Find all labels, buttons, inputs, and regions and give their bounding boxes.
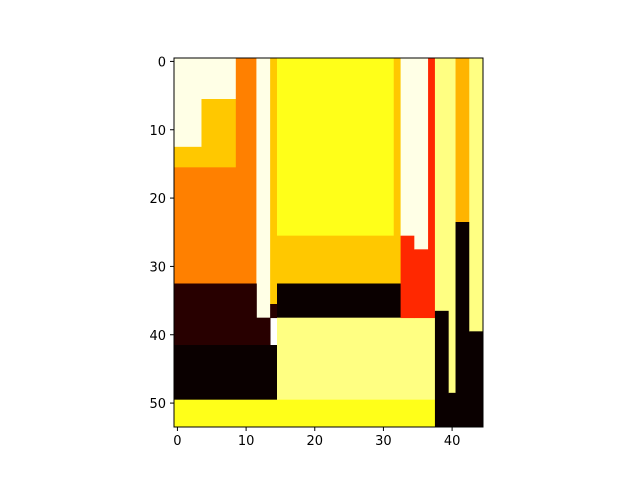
heatmap-region-1 <box>201 58 237 100</box>
heatmap-region-12 <box>174 283 257 346</box>
heatmap-region-6 <box>256 58 271 319</box>
heatmap-region-16 <box>277 317 436 401</box>
heatmap-region-14 <box>174 345 278 401</box>
heatmap-region-7 <box>270 58 278 305</box>
y-tick-label: 20 <box>149 192 166 207</box>
y-axis: 0 10 20 30 40 50 <box>149 55 174 412</box>
heatmap-region-25 <box>448 58 456 394</box>
heatmap-region-19 <box>400 235 415 319</box>
heatmap-region-8 <box>270 304 278 319</box>
heatmap-region-11 <box>277 235 395 284</box>
y-tick-label: 10 <box>149 124 166 139</box>
heatmap-region-17 <box>174 399 436 428</box>
axes-frame <box>173 57 484 428</box>
x-tick-label: 20 <box>306 434 323 449</box>
heatmap-region-10 <box>393 58 401 284</box>
heatmap-region-26 <box>448 392 463 428</box>
x-tick-label: 10 <box>238 434 255 449</box>
heatmap-region-30 <box>469 58 484 332</box>
y-tick-label: 30 <box>149 260 166 275</box>
heatmap-region-0 <box>174 58 202 148</box>
heatmap-region-28 <box>455 222 463 394</box>
heatmap-region-21 <box>414 249 436 319</box>
heatmap-region-4 <box>235 58 257 168</box>
y-tick-label: 50 <box>149 397 166 412</box>
heatmap-region-20 <box>414 58 429 250</box>
heatmap-region-2 <box>201 99 237 168</box>
heatmap-region-23 <box>434 58 450 312</box>
heatmap-region-13 <box>256 317 271 346</box>
heatmap-region-5 <box>174 167 257 284</box>
heatmap-region-15 <box>277 283 401 319</box>
heatmap-region-27 <box>455 58 470 223</box>
x-axis: 0 10 20 30 40 <box>173 427 460 449</box>
heatmap-region-31 <box>469 331 484 428</box>
x-tick-label: 0 <box>173 434 181 449</box>
heatmap-region-24 <box>434 310 450 428</box>
x-tick-label: 40 <box>444 434 461 449</box>
heatmap-region-18 <box>400 58 415 237</box>
x-tick-label: 30 <box>375 434 392 449</box>
heatmap-region-3 <box>174 146 202 168</box>
heatmap-region-22 <box>428 58 436 250</box>
heatmap-region-9 <box>277 58 395 237</box>
heatmap-region-29 <box>462 222 470 428</box>
y-tick-label: 0 <box>158 55 166 70</box>
y-tick-label: 40 <box>149 329 166 344</box>
heatmap-cells <box>174 58 484 428</box>
